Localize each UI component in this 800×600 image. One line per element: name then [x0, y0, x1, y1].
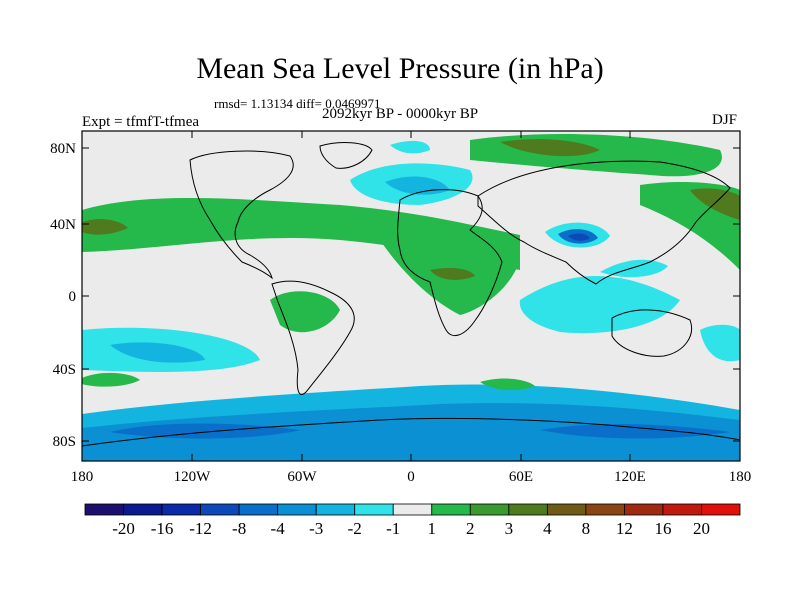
colorbar-swatch — [585, 503, 625, 516]
lon-label: 60E — [509, 469, 533, 485]
pacific-high-core-west — [82, 219, 128, 235]
colorbar-label: -1 — [386, 519, 400, 538]
colorbar-swatch — [546, 503, 587, 516]
south-pacific-low-core — [110, 342, 205, 363]
colorbar-label: 2 — [466, 519, 475, 538]
lon-label: 180 — [71, 469, 94, 485]
colorbar-swatch — [315, 503, 356, 516]
colorbar-swatch — [431, 503, 471, 516]
colorbar-label: 12 — [616, 519, 633, 538]
colorbar-swatch — [701, 503, 741, 516]
lon-label: 0 — [407, 469, 415, 485]
rmsd-diff-stats: rmsd= 1.13134 diff= 0.0469971 — [214, 96, 381, 111]
coast-australia — [611, 309, 692, 357]
colorbar-label: -4 — [271, 519, 286, 538]
tibet-low-center — [568, 233, 590, 241]
coast-south-america — [271, 280, 355, 395]
colorbar-swatch — [123, 503, 163, 516]
lat-label: 0 — [69, 289, 77, 305]
colorbar-swatch — [469, 503, 510, 516]
experiment-label: Expt = tfmfT-tfmea — [82, 114, 200, 130]
pacific-high-core-east — [690, 188, 740, 220]
south-indian-high — [480, 378, 535, 391]
lat-label: 40N — [50, 217, 76, 233]
colorbar-label: 3 — [505, 519, 514, 538]
coast-antarctica — [81, 417, 741, 447]
season-label: DJF — [712, 112, 738, 128]
lat-label: 80N — [50, 141, 76, 157]
colorbar-swatch — [508, 503, 548, 516]
colorbar-label: -16 — [151, 519, 174, 538]
pressure-anomaly-fields — [82, 134, 740, 461]
northern-high-band — [82, 198, 520, 270]
southern-ocean-band-deep — [82, 403, 740, 461]
colorbar-label: 20 — [693, 519, 710, 538]
time-period-label: 2092kyr BP - 0000kyr BP — [322, 106, 479, 122]
colorbar-swatch — [200, 503, 240, 516]
colorbar-swatch — [662, 503, 702, 516]
latitude-labels: 80N 40N 0 40S 80S — [50, 141, 76, 450]
colorbar-swatch — [354, 503, 394, 516]
sahara-high-core — [430, 268, 475, 280]
south-pacific-high — [82, 372, 140, 387]
tasman-low — [700, 324, 740, 362]
colorbar-labels: -20 -16 -12 -8 -4 -3 -2 -1 1 2 3 4 8 12 16 20 — [112, 519, 710, 538]
figure-title: Mean Sea Level Pressure (in hPa) — [196, 52, 604, 85]
south-america-high — [270, 291, 340, 333]
colorbar-label: -2 — [348, 519, 362, 538]
colorbar-label: 8 — [582, 519, 591, 538]
coast-europe-africa — [397, 189, 503, 337]
lon-label: 120E — [614, 469, 646, 485]
colorbar — [84, 503, 741, 516]
indian-ocean-low — [519, 276, 680, 334]
colorbar-label: -3 — [309, 519, 323, 538]
southern-ocean-core-east — [540, 424, 730, 439]
colorbar-swatch — [238, 503, 279, 516]
colorbar-swatch — [277, 503, 317, 516]
colorbar-label: -20 — [112, 519, 135, 538]
colorbar-swatch — [624, 503, 664, 516]
colorbar-label: 1 — [428, 519, 437, 538]
siberian-high-core — [500, 139, 600, 157]
longitude-labels: 180 120W 60W 0 60E 120E 180 — [71, 469, 752, 485]
coast-asia — [477, 160, 731, 285]
lon-label: 60W — [287, 469, 317, 485]
southern-ocean-core-west — [110, 423, 300, 439]
coast-greenland — [319, 142, 373, 169]
colorbar-label: -12 — [189, 519, 212, 538]
colorbar-label: 4 — [543, 519, 552, 538]
axis-ticks — [81, 131, 741, 461]
coast-north-america — [189, 150, 294, 280]
colorbar-swatch — [84, 503, 124, 516]
coastlines — [81, 142, 741, 447]
colorbar-label: -8 — [232, 519, 246, 538]
colorbar-swatch — [392, 503, 433, 516]
lon-label: 120W — [174, 469, 212, 485]
arctic-low — [390, 140, 430, 154]
lat-label: 80S — [53, 434, 76, 450]
lon-label: 180 — [729, 469, 752, 485]
colorbar-swatch — [161, 503, 201, 516]
lat-label: 40S — [53, 362, 76, 378]
colorbar-label: 16 — [654, 519, 671, 538]
